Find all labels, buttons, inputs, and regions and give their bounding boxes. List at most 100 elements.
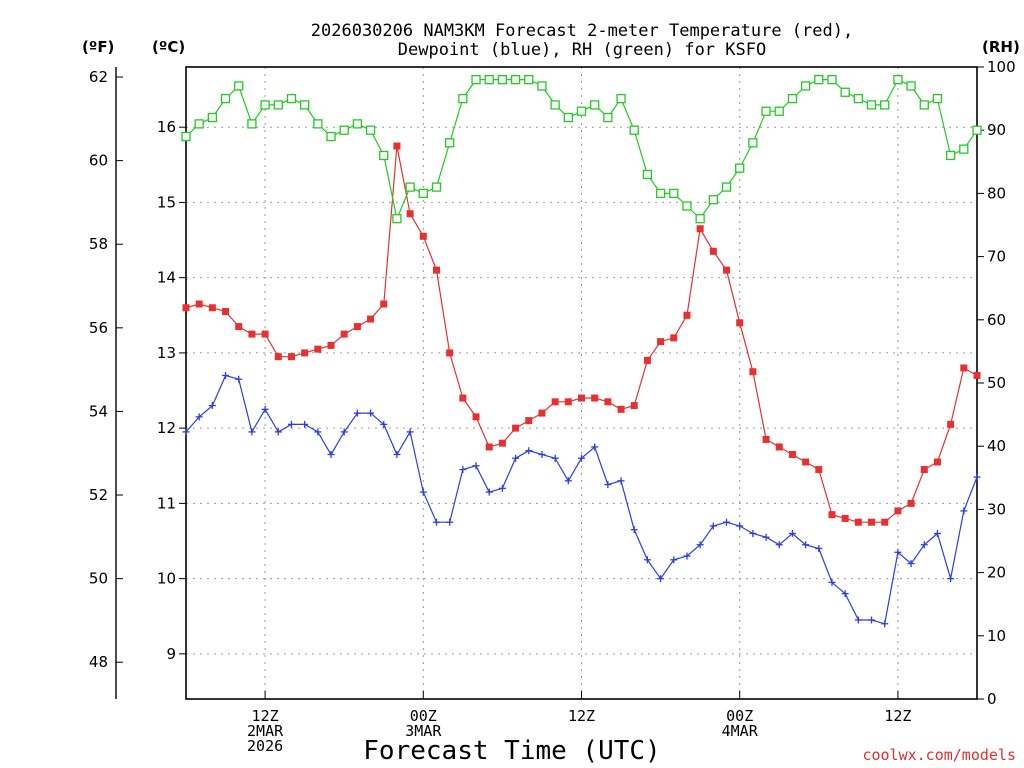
dewpoint-point [459,466,467,474]
celsius-tick-label: 9 [166,645,176,663]
rh-point [945,150,956,161]
temperature-point [881,518,889,526]
fahrenheit-tick-label: 54 [89,402,108,420]
celsius-tick-label: 10 [157,570,176,588]
series-layer [181,74,982,628]
temperature-point [868,518,876,526]
rh-point [919,100,929,110]
rh-point [273,100,283,110]
dewpoint-point [894,548,902,556]
celsius-tick-label: 11 [157,494,176,512]
temperature-point [657,338,665,346]
credit-text: coolwx.com/models [862,746,1016,764]
temperature-point [208,304,216,312]
temperature-point [564,398,572,406]
temperature-point [301,349,309,357]
temperature-point [762,435,770,443]
temperature-point [459,394,467,402]
rh-point [748,138,758,148]
temperature-point [802,458,810,466]
dewpoint-point [498,484,506,492]
unit-label-celsius: (ºC) [152,38,185,56]
temperature-point [828,511,836,519]
grid-layer [186,67,977,699]
dewpoint-point [472,462,480,470]
fahrenheit-tick-label: 50 [89,570,108,588]
dewpoint-point [947,575,955,583]
dewpoint-point [314,428,322,436]
dewpoint-point [419,488,427,496]
dewpoint-point [538,450,546,458]
dewpoint-point [841,590,849,598]
dewpoint-point [696,541,704,549]
dewpoint-point [380,420,388,428]
rh-point [721,182,732,192]
x-tick-label: 00Z [410,707,437,725]
x-tick-label: 00Z [726,707,753,725]
chart-title-line1: 2026030206 NAM3KM Forecast 2-meter Tempe… [311,21,853,41]
celsius-tick-label: 14 [157,269,176,287]
dewpoint-point [802,541,810,549]
dewpoint-point [617,477,625,485]
temperature-point [182,304,190,312]
unit-label-fahrenheit: (ºF) [82,38,114,56]
rh-point [458,93,468,104]
temperature-point [973,371,981,379]
rh-point [352,119,363,129]
temperature-point [498,439,506,447]
rh-tick-label: 0 [987,690,997,708]
x-tick-label: 12Z [568,707,595,725]
temperature-point [432,266,440,274]
celsius-tick-label: 16 [157,118,176,136]
rh-point [708,195,718,205]
rh-point [880,100,890,110]
rh-point [524,74,534,85]
temperature-point [894,507,902,515]
fahrenheit-tick-label: 62 [89,68,108,86]
rh-point [669,188,679,199]
temperature-point [287,353,295,361]
dewpoint-point [274,428,282,436]
dewpoint-point [828,578,836,586]
dewpoint-point [973,473,981,481]
rh-tick-label: 100 [987,58,1016,76]
temperature-point [723,266,731,274]
rh-point [247,119,257,129]
temperature-point [841,514,849,522]
rh-point [194,119,204,129]
rh-point [563,112,573,123]
dewpoint-point [960,507,968,515]
dewpoint-point [446,518,454,526]
x-tick-label: 12Z [884,707,911,725]
celsius-tick-label: 15 [157,193,176,211]
temperature-point [907,499,915,507]
x-tick-label: 2026 [247,737,283,755]
x-tick-label: 2MAR [247,722,284,740]
dewpoint-point [208,402,216,410]
dewpoint-point [327,450,335,458]
rh-point [484,74,494,85]
temperature-point [525,417,533,425]
dewpoint-point [657,575,665,583]
dewpoint-point [564,477,572,485]
rh-tick-label: 30 [987,500,1006,518]
temperature-point [274,353,282,361]
fahrenheit-tick-label: 56 [89,319,108,337]
temperature-point [815,466,823,474]
dewpoint-point [749,529,757,537]
chart-title-line2: Dewpoint (blue), RH (green) for KSFO [398,40,766,60]
rh-point [853,93,863,104]
rh-point [629,125,639,135]
rh-point [445,138,455,148]
rh-point [603,112,613,123]
temperature-point [933,458,941,466]
temperature-point [380,300,388,308]
rh-point [576,106,587,116]
rh-point [379,150,389,161]
dewpoint-point [195,413,203,421]
dewpoint-point [933,529,941,537]
rh-point [299,100,310,110]
dewpoint-point [287,420,295,428]
temperature-point [551,398,559,406]
